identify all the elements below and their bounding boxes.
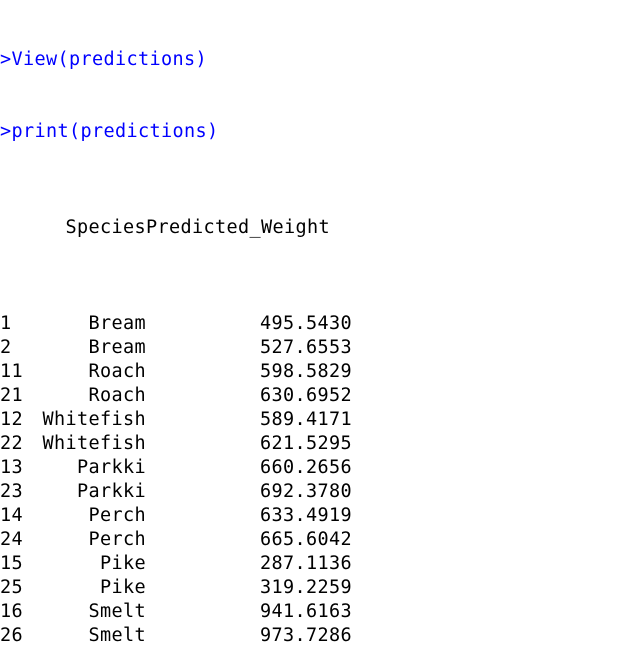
- table-row: 16 Smelt 941.6163: [0, 600, 627, 624]
- species-cell: Whitefish: [42, 433, 146, 454]
- table-row: 26 Smelt 973.7286: [0, 624, 627, 648]
- command-line: > View(predictions): [0, 48, 627, 72]
- predicted-weight-cell: 941.6163: [260, 601, 352, 622]
- predicted-weight-cell: 527.6553: [260, 337, 352, 358]
- table-row: 23 Parkki 692.3780: [0, 480, 627, 504]
- row-name: 24: [0, 529, 23, 550]
- table-row: 2 Bream 527.6553: [0, 336, 627, 360]
- table-row: 22 Whitefish 621.5295: [0, 432, 627, 456]
- table-header: Species Predicted_Weight: [0, 216, 627, 240]
- row-name: 23: [0, 481, 23, 502]
- row-name: 12: [0, 409, 23, 430]
- species-cell: Perch: [88, 505, 146, 526]
- row-name: 21: [0, 385, 23, 406]
- species-cell: Parkki: [77, 457, 146, 478]
- table-body: 1 Bream 495.5430 2 Bream 527.6553 11 Roach 598.5…: [0, 312, 627, 648]
- column-header-predicted-weight: Predicted_Weight: [146, 217, 330, 238]
- r-console: > View(predictions) > print(predictions)…: [0, 48, 627, 646]
- predicted-weight-cell: 621.5295: [260, 433, 352, 454]
- row-name: 26: [0, 625, 23, 646]
- species-cell: Pike: [100, 577, 146, 598]
- table-row: 13 Parkki 660.2656: [0, 456, 627, 480]
- command-text: View(predictions): [11, 49, 207, 70]
- species-cell: Perch: [88, 529, 146, 550]
- predicted-weight-cell: 660.2656: [260, 457, 352, 478]
- prompt-symbol: >: [0, 121, 12, 142]
- column-header-species: Species: [65, 217, 146, 238]
- row-name: 1: [0, 313, 12, 334]
- table-row: 25 Pike 319.2259: [0, 576, 627, 600]
- predicted-weight-cell: 633.4919: [260, 505, 352, 526]
- predicted-weight-cell: 973.7286: [260, 625, 352, 646]
- predicted-weight-cell: 665.6042: [260, 529, 352, 550]
- predicted-weight-cell: 287.1136: [260, 553, 352, 574]
- species-cell: Roach: [88, 385, 146, 406]
- row-name: 2: [0, 337, 12, 358]
- predicted-weight-cell: 319.2259: [260, 577, 352, 598]
- species-cell: Bream: [88, 337, 146, 358]
- species-cell: Bream: [88, 313, 146, 334]
- row-name: 13: [0, 457, 23, 478]
- predicted-weight-cell: 598.5829: [260, 361, 352, 382]
- row-name: 14: [0, 505, 23, 526]
- row-name: 15: [0, 553, 23, 574]
- command-text: print(predictions): [11, 121, 219, 142]
- species-cell: Smelt: [88, 601, 146, 622]
- species-cell: Pike: [100, 553, 146, 574]
- species-cell: Whitefish: [42, 409, 146, 430]
- table-row: 14 Perch 633.4919: [0, 504, 627, 528]
- row-name: 11: [0, 361, 23, 382]
- table-row: 11 Roach 598.5829: [0, 360, 627, 384]
- table-row: 21 Roach 630.6952: [0, 384, 627, 408]
- predicted-weight-cell: 495.5430: [260, 313, 352, 334]
- predicted-weight-cell: 630.6952: [260, 385, 352, 406]
- table-row: 15 Pike 287.1136: [0, 552, 627, 576]
- row-name: 25: [0, 577, 23, 598]
- prompt-symbol: >: [0, 49, 12, 70]
- table-row: 24 Perch 665.6042: [0, 528, 627, 552]
- predicted-weight-cell: 589.4171: [260, 409, 352, 430]
- row-name: 16: [0, 601, 23, 622]
- command-line: > print(predictions): [0, 120, 627, 144]
- species-cell: Roach: [88, 361, 146, 382]
- row-name: 22: [0, 433, 23, 454]
- species-cell: Smelt: [88, 625, 146, 646]
- table-row: 1 Bream 495.5430: [0, 312, 627, 336]
- species-cell: Parkki: [77, 481, 146, 502]
- predicted-weight-cell: 692.3780: [260, 481, 352, 502]
- table-row: 12 Whitefish 589.4171: [0, 408, 627, 432]
